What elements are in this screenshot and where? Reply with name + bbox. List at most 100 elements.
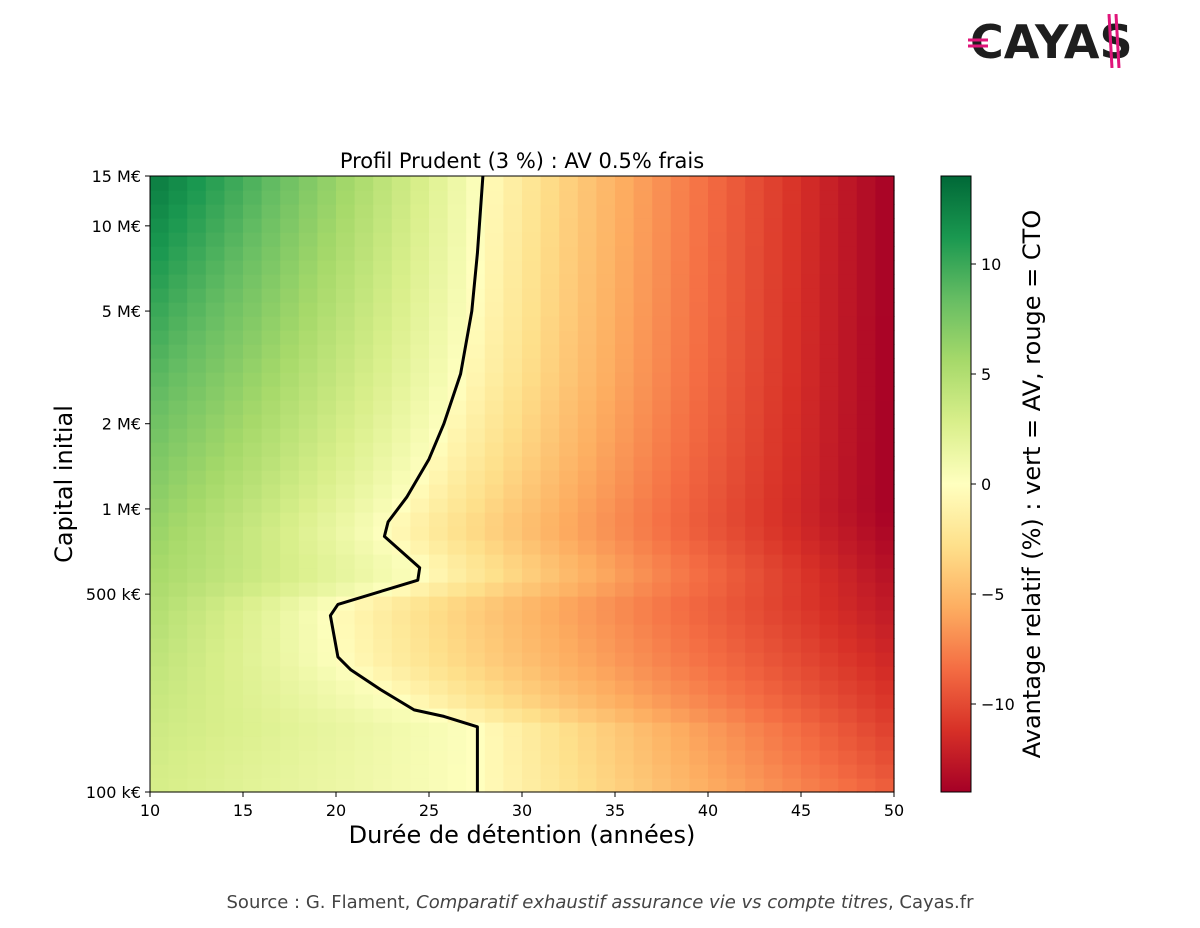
heatmap-cell [689, 610, 709, 625]
heatmap-cell [652, 624, 672, 639]
heatmap-cell [205, 330, 225, 345]
heatmap-cell [540, 442, 560, 457]
heatmap-cell [261, 372, 281, 387]
heatmap-cell [354, 638, 374, 653]
heatmap-cell [354, 596, 374, 611]
heatmap-cell [298, 778, 318, 793]
heatmap-cell [503, 554, 523, 569]
heatmap-cell [466, 694, 486, 709]
heatmap-cell [745, 582, 765, 597]
heatmap-cell [819, 344, 839, 359]
heatmap-cell [559, 400, 579, 415]
heatmap-cell [708, 400, 728, 415]
heatmap-cell [540, 274, 560, 289]
heatmap-cell [782, 428, 802, 443]
heatmap-cell [801, 554, 821, 569]
heatmap-cell [708, 582, 728, 597]
heatmap-cell [466, 554, 486, 569]
heatmap-cell [782, 484, 802, 499]
heatmap-cell [763, 218, 783, 233]
heatmap-cell [298, 218, 318, 233]
heatmap-cell [577, 302, 597, 317]
heatmap-cell [150, 652, 170, 667]
heatmap-cell [559, 442, 579, 457]
heatmap-cell [875, 540, 895, 555]
heatmap-cell [447, 680, 467, 695]
heatmap-cell [522, 344, 542, 359]
heatmap-cell [559, 596, 579, 611]
heatmap-cell [484, 652, 504, 667]
heatmap-cell [596, 470, 616, 485]
heatmap-cell [670, 344, 690, 359]
heatmap-cell [447, 316, 467, 331]
heatmap-cell [745, 736, 765, 751]
heatmap-cell [373, 652, 393, 667]
heatmap-cell [577, 624, 597, 639]
heatmap-cell [484, 666, 504, 681]
heatmap-cell [708, 274, 728, 289]
heatmap-cell [187, 680, 207, 695]
heatmap-cell [652, 288, 672, 303]
heatmap-cell [763, 232, 783, 247]
heatmap-cell [577, 218, 597, 233]
heatmap-cell [670, 470, 690, 485]
heatmap-cell [801, 764, 821, 779]
heatmap-cell [615, 218, 635, 233]
heatmap-cell [763, 288, 783, 303]
heatmap-cell [373, 610, 393, 625]
heatmap-cell [856, 428, 876, 443]
heatmap-cell [838, 344, 858, 359]
heatmap-cell [596, 652, 616, 667]
heatmap-cell [243, 428, 263, 443]
heatmap-cell [577, 764, 597, 779]
heatmap-cell [726, 400, 746, 415]
heatmap-cell [801, 176, 821, 191]
heatmap-cell [540, 176, 560, 191]
logo-dollar-mark [1114, 14, 1121, 68]
heatmap-cell [150, 316, 170, 331]
heatmap-cell [466, 736, 486, 751]
heatmap-cell [243, 274, 263, 289]
heatmap-cell [782, 498, 802, 513]
heatmap-cell [726, 666, 746, 681]
heatmap-cell [484, 358, 504, 373]
heatmap-cell [168, 540, 188, 555]
heatmap-cell [875, 722, 895, 737]
heatmap-cell [503, 274, 523, 289]
heatmap-cell [801, 582, 821, 597]
heatmap-cell [559, 652, 579, 667]
heatmap-cell [503, 260, 523, 275]
heatmap-cell [150, 400, 170, 415]
heatmap-cell [317, 302, 337, 317]
heatmap-cell [280, 722, 300, 737]
heatmap-cell [689, 540, 709, 555]
heatmap-cell [540, 778, 560, 793]
heatmap-cell [429, 624, 449, 639]
heatmap-cell [596, 372, 616, 387]
heatmap-cell [354, 554, 374, 569]
heatmap-cell [317, 414, 337, 429]
heatmap-cell [466, 624, 486, 639]
heatmap-cell [559, 750, 579, 765]
heatmap-cell [224, 176, 244, 191]
heatmap-cell [150, 582, 170, 597]
heatmap-cell [466, 708, 486, 723]
heatmap-cell [726, 764, 746, 779]
heatmap-cell [243, 638, 263, 653]
heatmap-cell [652, 638, 672, 653]
heatmap-cell [633, 680, 653, 695]
heatmap-cell [838, 246, 858, 261]
heatmap-cell [670, 246, 690, 261]
heatmap-cell [559, 526, 579, 541]
heatmap-cell [429, 190, 449, 205]
heatmap-cell [150, 260, 170, 275]
heatmap-cell [484, 498, 504, 513]
heatmap-cell [391, 764, 411, 779]
heatmap-cell [224, 582, 244, 597]
heatmap-cell [503, 624, 523, 639]
heatmap-cell [447, 624, 467, 639]
heatmap-cell [875, 638, 895, 653]
heatmap-cell [801, 484, 821, 499]
heatmap-cell [745, 260, 765, 275]
heatmap-cell [224, 190, 244, 205]
